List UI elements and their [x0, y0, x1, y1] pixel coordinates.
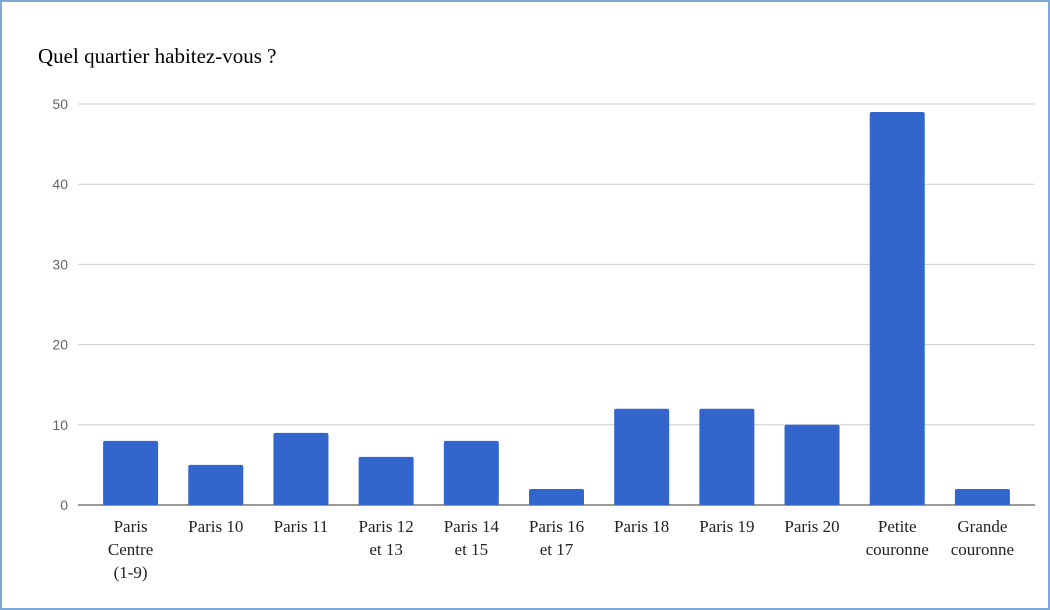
x-tick-label: Paris 12 et 13: [359, 517, 414, 559]
x-tick-label: Petite couronne: [866, 517, 929, 559]
x-tick-label: Paris 20: [784, 517, 839, 536]
x-tick-label: Paris 10: [188, 517, 243, 536]
y-tick-label: 50: [52, 96, 68, 112]
x-tick-label: Paris 14 et 15: [444, 517, 500, 559]
bar: [443, 440, 499, 505]
chart-title: Quel quartier habitez-vous ?: [38, 44, 277, 68]
bar: [358, 456, 414, 505]
x-tick-label: Grande couronne: [951, 517, 1014, 559]
x-tick-label: Paris 11: [274, 517, 329, 536]
y-tick-label: 30: [52, 256, 68, 272]
bar: [614, 408, 670, 505]
bar: [529, 488, 584, 505]
x-tick-label: Paris 18: [614, 517, 669, 536]
y-tick-label: 10: [52, 417, 68, 433]
bar: [699, 408, 755, 505]
bar: [103, 440, 159, 505]
bar: [954, 488, 1010, 505]
x-tick-label: Paris 16 et 17: [529, 517, 584, 559]
y-tick-label: 0: [60, 497, 68, 513]
x-tick-label: Paris 19: [699, 517, 754, 536]
bar: [869, 112, 925, 506]
y-tick-label: 20: [52, 337, 68, 353]
bar: [784, 424, 840, 505]
bar: [188, 464, 244, 505]
x-tick-label: Paris Centre (1-9): [108, 517, 153, 582]
bar: [273, 432, 329, 505]
y-tick-label: 40: [52, 176, 68, 192]
